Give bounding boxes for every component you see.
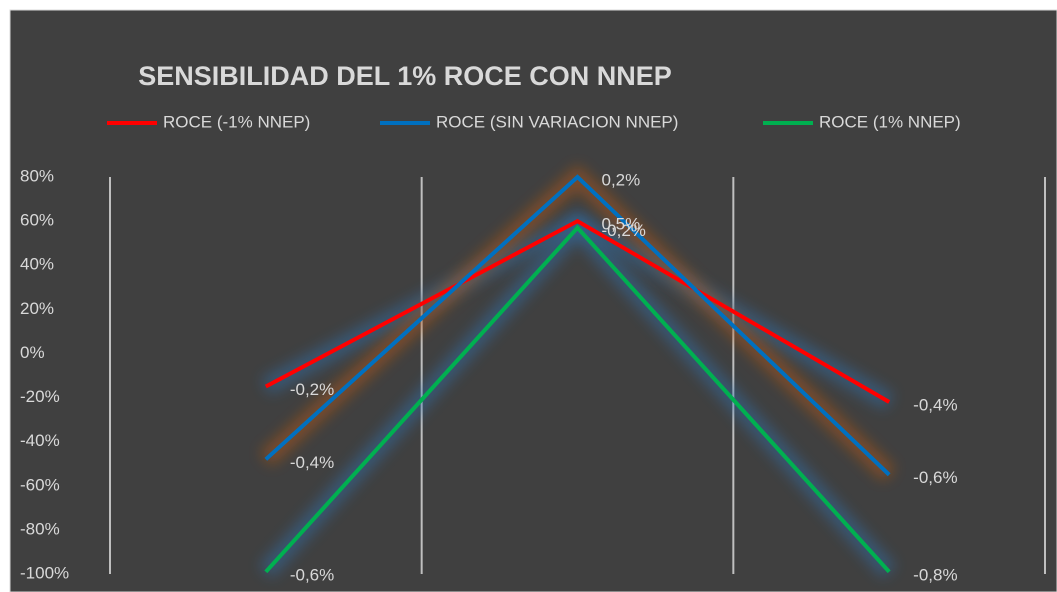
- y-tick-label: 0%: [20, 343, 45, 362]
- series-line: [264, 218, 891, 404]
- data-label: -0,4%: [913, 395, 957, 414]
- legend-label: ROCE (-1% NNEP): [163, 112, 310, 131]
- series-line: [264, 174, 891, 477]
- y-tick-label: -80%: [20, 519, 60, 538]
- y-tick-label: 80%: [20, 166, 54, 185]
- y-tick-label: 60%: [20, 211, 54, 230]
- chart-background: [9, 9, 1057, 592]
- data-label: -0,4%: [290, 453, 334, 472]
- data-label: 0,5%: [602, 215, 641, 234]
- y-tick-label: 40%: [20, 255, 54, 274]
- chart-title: SENSIBILIDAD DEL 1% ROCE CON NNEP: [138, 61, 672, 91]
- data-label: -0,8%: [913, 565, 957, 584]
- y-tick-label: -40%: [20, 431, 60, 450]
- data-label: -0,6%: [290, 565, 334, 584]
- y-tick-label: -100%: [20, 563, 69, 582]
- data-label: -0,2%: [290, 380, 334, 399]
- y-tick-label: -60%: [20, 475, 60, 494]
- y-tick-label: 20%: [20, 299, 54, 318]
- y-tick-label: -20%: [20, 387, 60, 406]
- data-label: 0,2%: [602, 170, 641, 189]
- legend-label: ROCE (SIN VARIACION NNEP): [436, 112, 678, 131]
- series-line: [264, 224, 891, 574]
- legend-label: ROCE (1% NNEP): [819, 112, 961, 131]
- data-label: -0,6%: [913, 468, 957, 487]
- data-label: -0,2%: [602, 221, 646, 240]
